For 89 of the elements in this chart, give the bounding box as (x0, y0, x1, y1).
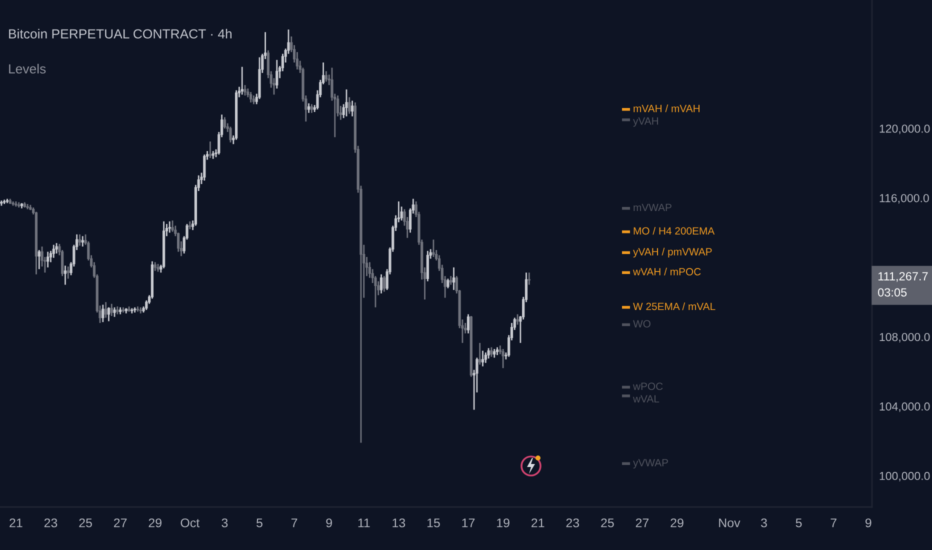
y-tick-label: 100,000.0 (880, 472, 930, 482)
x-tick-label: 27 (114, 518, 127, 528)
candlestick (380, 274, 383, 294)
candlestick (229, 126, 232, 144)
candlestick (113, 306, 116, 318)
y-tick-label: 116,000.0 (880, 194, 929, 204)
candlestick (52, 244, 55, 259)
candlestick (432, 238, 435, 258)
candlestick (208, 140, 212, 159)
candlestick (168, 220, 171, 234)
candlestick (64, 264, 67, 286)
x-tick-label: 29 (148, 518, 162, 528)
x-tick-label: 19 (497, 518, 510, 528)
candlestick (487, 347, 490, 360)
candlestick (203, 154, 206, 182)
x-tick-label: 11 (358, 518, 370, 528)
x-tick-label: 23 (566, 518, 580, 528)
candlestick (452, 266, 456, 291)
candlestick (107, 306, 110, 322)
candlestick (249, 91, 252, 104)
candlestick (426, 250, 429, 282)
x-tick-label: 5 (796, 518, 802, 528)
candlestick (400, 206, 403, 222)
text: Bitcoin PERPETUAL CONTRACT · 4h (9, 28, 232, 39)
y-tick-label: 120,000.0 (880, 124, 930, 134)
candlestick (46, 251, 50, 268)
x-tick-label: 21 (532, 518, 544, 528)
y-tick-label: 104,000.0 (880, 402, 930, 412)
x-tick-label: 5 (256, 518, 262, 528)
x-tick-label: 17 (462, 518, 475, 528)
candlestick (110, 303, 113, 317)
ref-line-label: yVAH (633, 117, 658, 127)
candlestick (382, 275, 386, 292)
x-tick-label: 27 (636, 518, 649, 528)
x-tick-label: 25 (79, 518, 92, 528)
candlestick (171, 220, 174, 232)
candlestick (350, 100, 354, 118)
candlestick (324, 70, 328, 82)
candlestick (516, 314, 519, 326)
candlestick (345, 88, 348, 118)
candlestick (368, 261, 371, 279)
x-tick-label: 23 (44, 518, 58, 528)
ref-line-label: MO / H4 200EMA (634, 226, 715, 235)
candlestick (307, 102, 310, 114)
x-tick-label: 9 (865, 518, 872, 528)
ref-line-label: mVAH / mVAH (634, 104, 700, 112)
candlestick (240, 66, 244, 96)
x-tick-label: 9 (326, 518, 332, 528)
candlestick (348, 96, 351, 114)
x-tick-label: 25 (601, 518, 614, 528)
ref-line-label: wVAL (632, 395, 660, 402)
candlestick (66, 266, 70, 280)
candlestick (244, 84, 246, 96)
x-tick-label: 7 (291, 518, 298, 528)
ref-line-label: mVWAP (634, 204, 672, 212)
x-tick-label: 3 (761, 518, 767, 528)
candlestick (446, 278, 450, 289)
candlestick (478, 342, 482, 366)
x-tick-label: 13 (392, 518, 406, 528)
ref-line-label: wVAH / mPOC (632, 268, 701, 276)
candlestick (38, 249, 40, 270)
candlestick (466, 314, 470, 334)
candlestick (490, 346, 493, 358)
x-tick-label: Nov (719, 518, 740, 528)
candlestick (528, 272, 530, 286)
ref-line-label: yVAH / pmVWAP (633, 248, 712, 258)
ref-line-label: wPOC (632, 382, 663, 390)
text: 111,267.7 03:05 (878, 272, 928, 297)
x-tick-label: Oct (180, 518, 200, 528)
x-tick-label: 7 (830, 518, 836, 528)
text: Levels (9, 64, 46, 74)
x-tick-label: 3 (222, 518, 228, 528)
candlestick (104, 301, 108, 318)
ref-line-label: W 25EMA / mVAL (633, 302, 716, 310)
x-tick-label: 29 (670, 518, 684, 528)
candlestick (81, 235, 84, 248)
candlestick (484, 352, 487, 364)
candlestick (102, 304, 104, 323)
x-tick-label: 21 (10, 518, 22, 528)
candlestick (78, 234, 82, 246)
candlestick (276, 59, 278, 90)
candlestick (481, 350, 484, 368)
candlestick (55, 242, 58, 254)
candlestick (502, 348, 504, 369)
ref-line-label: yVWAP (633, 459, 668, 468)
ref-line-label: WO (633, 320, 650, 328)
x-tick-label: 15 (427, 518, 440, 528)
candlestick (223, 116, 226, 130)
y-tick-label: 108,000.0 (880, 332, 930, 342)
